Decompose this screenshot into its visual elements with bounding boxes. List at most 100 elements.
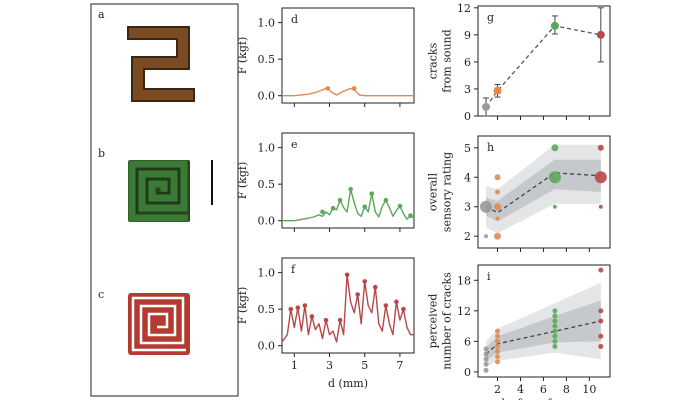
crack-peak-marker xyxy=(383,303,389,308)
image-panel-c: c xyxy=(98,288,190,355)
crack-peak-marker xyxy=(330,205,336,211)
trend-line xyxy=(485,320,601,355)
y-tick-label: 3 xyxy=(464,201,471,214)
crack-peak-marker xyxy=(383,197,389,203)
data-point xyxy=(548,171,561,184)
y-tick-label: 0.5 xyxy=(258,178,276,191)
tight-spiral-shape xyxy=(128,293,190,355)
data-point xyxy=(495,333,501,339)
y-tick-label: 4 xyxy=(464,171,471,184)
plot-panel-e: 0.0 0.5 1.0 F (kgf) e xyxy=(236,132,415,232)
crack-peak-marker xyxy=(320,209,325,215)
y-tick-label: 0.0 xyxy=(258,340,276,353)
crack-peak-marker xyxy=(302,303,308,308)
data-point xyxy=(552,333,558,339)
data-point xyxy=(552,338,558,344)
axes-frame-g xyxy=(477,5,611,117)
y-axis-label: cracksfrom sound xyxy=(427,29,454,92)
data-point xyxy=(598,333,604,339)
crack-peak-marker xyxy=(325,86,331,91)
crack-peak-marker xyxy=(355,292,360,297)
panel-label-g: g xyxy=(487,11,494,24)
force-curve-e xyxy=(282,188,415,222)
panel-label-e: e xyxy=(291,138,298,151)
y-axis-label: perceivednumber of cracks xyxy=(427,272,454,370)
crack-peak-marker xyxy=(344,272,350,278)
y-tick-label: 1.0 xyxy=(258,267,276,280)
y-axis-label-line: number of cracks xyxy=(440,272,453,370)
x-tick-label: 7 xyxy=(396,359,403,372)
data-point xyxy=(598,267,604,273)
data-point xyxy=(552,343,558,349)
crack-peak-marker xyxy=(348,186,353,192)
plot-panel-d: 0.0 0.5 1.0 F (kgf) d xyxy=(236,7,415,107)
crack-peak-marker xyxy=(309,314,315,319)
crack-peak-marker xyxy=(372,284,378,290)
y-tick-label: 1.0 xyxy=(258,17,276,30)
data-point xyxy=(598,204,603,209)
y-axis-label-line: overall xyxy=(427,172,440,211)
data-point xyxy=(495,343,501,349)
panel-label-i: i xyxy=(487,270,491,283)
y-tick-label: 6 xyxy=(464,56,471,69)
panel-label-a: a xyxy=(98,8,105,21)
x-axis-label: cracks from force curve xyxy=(477,397,610,400)
data-point xyxy=(493,86,502,95)
y-axis-label: F (kgf) xyxy=(236,37,249,75)
x-tick-label: 6 xyxy=(540,383,547,396)
axes-frame-h xyxy=(477,135,611,249)
y-axis-label-line: perceived xyxy=(427,294,440,349)
y-tick-label: 0.5 xyxy=(258,53,276,66)
crack-peak-marker xyxy=(323,317,329,323)
data-point xyxy=(480,200,493,213)
crack-peak-marker xyxy=(362,204,368,210)
data-point xyxy=(484,234,489,239)
force-curve-f xyxy=(281,274,414,343)
data-point xyxy=(596,30,605,39)
data-point xyxy=(483,361,489,367)
data-point xyxy=(482,102,491,111)
crack-peak-marker xyxy=(401,306,406,312)
confidence-band-inner xyxy=(486,300,601,361)
data-point xyxy=(483,346,489,352)
data-point xyxy=(550,21,559,30)
force-curve-d xyxy=(282,87,414,97)
data-point xyxy=(494,232,502,240)
x-tick-label: 4 xyxy=(517,383,524,396)
panel-label-c: c xyxy=(98,288,104,301)
crack-peak-marker xyxy=(362,279,368,284)
axes-frame-f xyxy=(281,257,415,354)
y-tick-label: 1.0 xyxy=(258,142,276,155)
y-axis-label: F (kgf) xyxy=(236,287,249,325)
spiral-shape xyxy=(128,160,188,222)
plot-panel-f: 0.0 0.5 1.0 1 3 5 7 F (kgf) f d (mm) xyxy=(236,257,415,390)
y-tick-label: 5 xyxy=(464,142,471,155)
data-point xyxy=(483,356,489,362)
y-tick-label: 12 xyxy=(457,2,471,15)
data-point xyxy=(552,204,557,209)
data-point xyxy=(597,144,604,151)
data-point xyxy=(598,343,604,349)
x-tick-label: 2 xyxy=(494,383,501,396)
crack-peak-marker xyxy=(295,305,301,310)
y-tick-label: 0.5 xyxy=(258,303,276,316)
data-point xyxy=(483,351,489,357)
x-tick-label: 3 xyxy=(326,359,333,372)
y-tick-label: 12 xyxy=(457,305,471,318)
y-tick-label: 0 xyxy=(464,110,471,123)
trend-line xyxy=(485,25,601,108)
plot-panels: 0.0 0.5 1.0 F (kgf) d 0.0 0.5 1.0 F (kgf) e 0.0 0.5… xyxy=(236,2,611,400)
y-tick-label: 0.0 xyxy=(258,215,276,228)
panel-label-d: d xyxy=(291,13,298,26)
axes-frame-e xyxy=(281,132,415,229)
panel-label-b: b xyxy=(98,147,105,160)
axes-frame-i xyxy=(477,264,611,378)
data-point xyxy=(551,144,559,152)
x-tick-label: 8 xyxy=(563,383,570,396)
crack-peak-marker xyxy=(408,213,413,218)
spiral-gap xyxy=(135,167,181,213)
y-axis-label-line: from sound xyxy=(440,29,453,92)
crack-peak-marker xyxy=(394,299,399,305)
crack-peak-marker xyxy=(369,191,375,196)
